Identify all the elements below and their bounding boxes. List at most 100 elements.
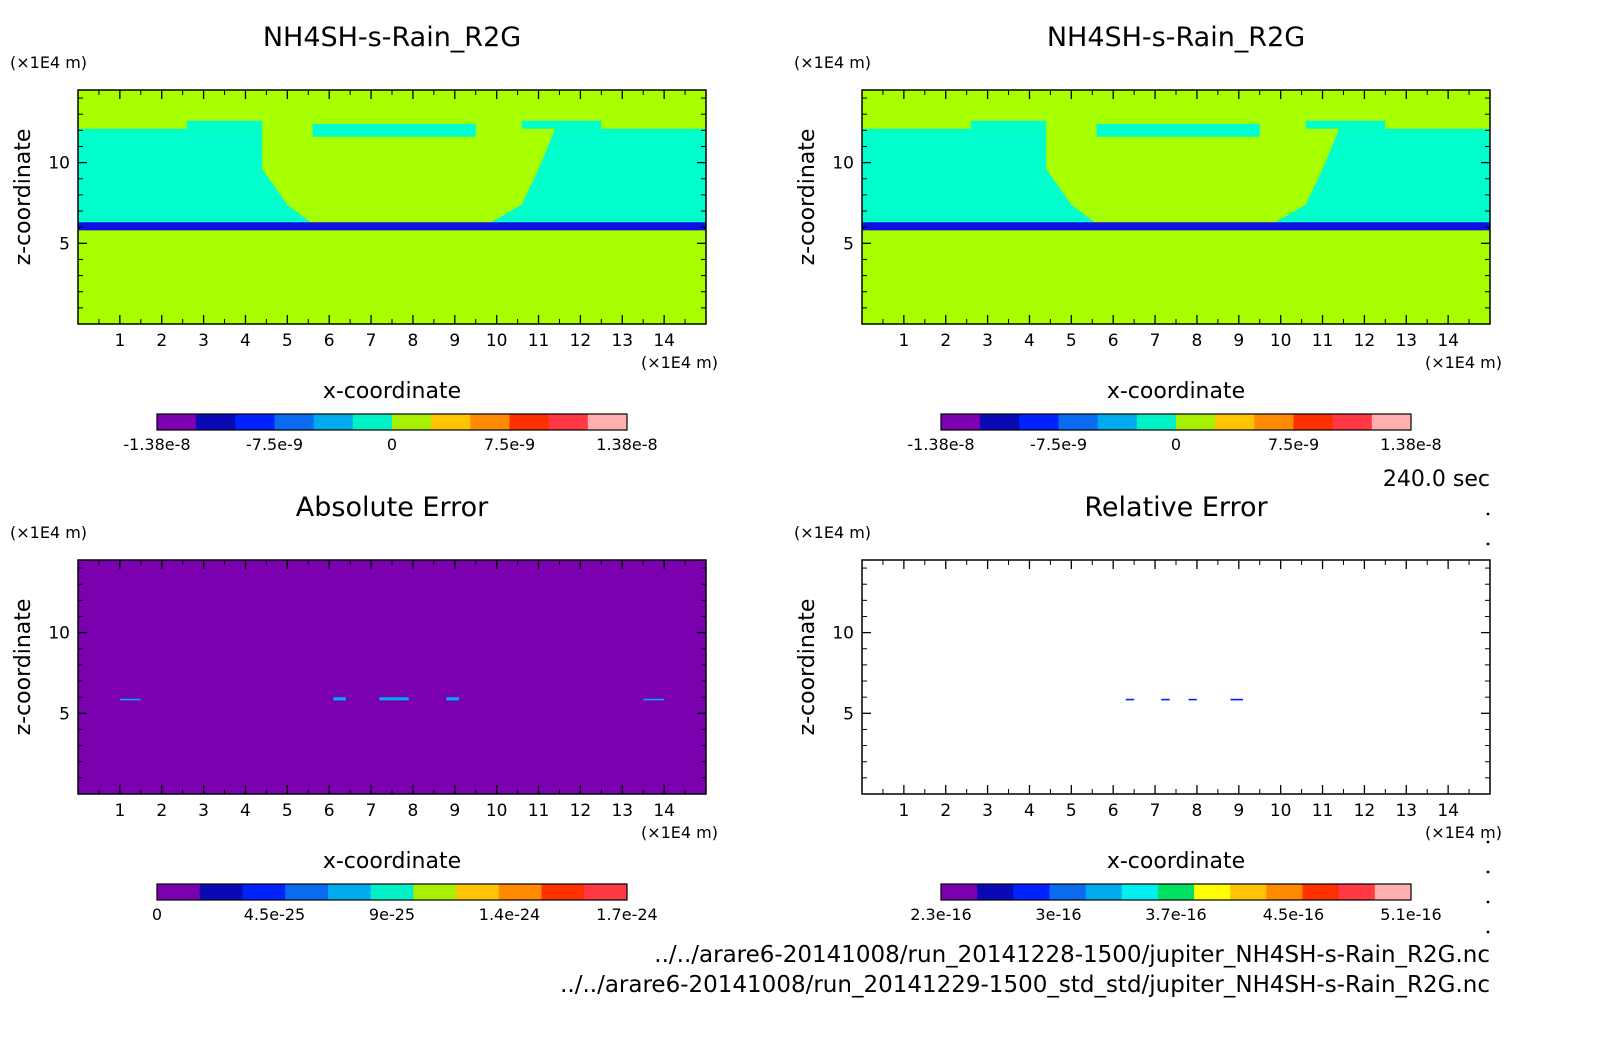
x-tick-label: 11 bbox=[528, 331, 550, 351]
x-tick-label: 9 bbox=[1233, 801, 1244, 821]
colorbar-swatch bbox=[199, 884, 243, 900]
colorbar-swatch bbox=[1338, 884, 1376, 900]
y-tick-label: 5 bbox=[59, 704, 70, 724]
colorbar-swatch bbox=[242, 884, 286, 900]
colorbar-swatch bbox=[509, 414, 550, 430]
colorbar-swatch bbox=[980, 414, 1020, 430]
colorbar-tick-label: 1.7e-24 bbox=[596, 905, 657, 924]
y-unit-label: (×1E4 m) bbox=[10, 53, 87, 72]
x-tick-label: 9 bbox=[1233, 331, 1244, 351]
colorbar-swatch bbox=[584, 884, 628, 900]
margin-dot bbox=[1486, 900, 1490, 904]
colorbar-tick-label: 4.5e-25 bbox=[244, 905, 305, 924]
x-tick-label: 6 bbox=[1108, 801, 1119, 821]
y-tick-label: 5 bbox=[59, 234, 70, 254]
field-region bbox=[643, 698, 665, 701]
y-axis-label: z-coordinate bbox=[795, 599, 820, 736]
colorbar-swatch bbox=[392, 414, 432, 430]
field-region bbox=[862, 128, 1490, 224]
colorbar-swatch bbox=[274, 414, 315, 430]
x-tick-label: 5 bbox=[282, 801, 293, 821]
x-tick-label: 2 bbox=[940, 801, 951, 821]
y-axis-label: z-coordinate bbox=[11, 129, 36, 266]
colorbar-swatch bbox=[413, 884, 457, 900]
field-region bbox=[1305, 120, 1386, 129]
field-layer bbox=[78, 560, 706, 794]
x-tick-label: 3 bbox=[198, 801, 209, 821]
colorbar-swatch bbox=[1136, 414, 1177, 430]
colorbar-tick-label: 7.5e-9 bbox=[484, 435, 535, 454]
x-tick-label: 3 bbox=[982, 331, 993, 351]
panel-title: Relative Error bbox=[1084, 492, 1268, 523]
field-region bbox=[333, 697, 346, 701]
field-region bbox=[186, 120, 263, 129]
colorbar-tick-label: 0 bbox=[1171, 435, 1181, 454]
y-tick-label: 10 bbox=[832, 154, 854, 174]
x-tick-label: 12 bbox=[570, 801, 592, 821]
x-tick-label: 10 bbox=[1270, 331, 1292, 351]
colorbar-swatch bbox=[285, 884, 329, 900]
colorbar-tick-label: 1.4e-24 bbox=[479, 905, 540, 924]
x-tick-label: 6 bbox=[324, 331, 335, 351]
colorbar-swatch bbox=[431, 414, 471, 430]
margin-dot bbox=[1486, 512, 1490, 516]
colorbar-swatch bbox=[157, 414, 197, 430]
field-region bbox=[1161, 698, 1170, 701]
x-tick-label: 13 bbox=[611, 331, 633, 351]
x-tick-label: 13 bbox=[1395, 801, 1417, 821]
y-unit-label: (×1E4 m) bbox=[794, 523, 871, 542]
x-tick-label: 10 bbox=[486, 801, 508, 821]
colorbar-swatch bbox=[470, 414, 510, 430]
colorbar-swatch bbox=[456, 884, 500, 900]
x-tick-label: 6 bbox=[324, 801, 335, 821]
field-background bbox=[862, 560, 1490, 794]
field-region bbox=[379, 697, 409, 701]
time-label: 240.0 sec bbox=[1383, 467, 1490, 492]
x-tick-label: 1 bbox=[898, 801, 909, 821]
x-tick-label: 2 bbox=[156, 801, 167, 821]
panel-3: Absolute Error(×1E4 m)1 2 3 4 5 6 7 8 9 10 11 12 13 1… bbox=[10, 492, 718, 924]
colorbar-swatch bbox=[1121, 884, 1159, 900]
colorbar-swatch bbox=[1215, 414, 1255, 430]
colorbar-swatch bbox=[235, 414, 275, 430]
x-unit-label: (×1E4 m) bbox=[641, 353, 718, 372]
x-tick-label: 5 bbox=[1066, 331, 1077, 351]
panel-title: NH4SH-s-Rain_R2G bbox=[1047, 22, 1305, 53]
x-axis-label: x-coordinate bbox=[1107, 849, 1245, 874]
field-region bbox=[78, 222, 706, 231]
x-tick-label: 3 bbox=[982, 801, 993, 821]
colorbar-swatch bbox=[1266, 884, 1304, 900]
colorbar-swatch bbox=[1371, 414, 1412, 430]
x-tick-label: 1 bbox=[114, 801, 125, 821]
colorbar-swatch bbox=[541, 884, 585, 900]
margin-dot bbox=[1486, 870, 1490, 874]
colorbar-tick-label: 3e-16 bbox=[1035, 905, 1081, 924]
x-axis-label: x-coordinate bbox=[323, 849, 461, 874]
field-region bbox=[1125, 698, 1135, 701]
colorbar-tick-label: -1.38e-8 bbox=[907, 435, 974, 454]
colorbar-swatch bbox=[1176, 414, 1216, 430]
field-region bbox=[446, 697, 459, 701]
colorbar-frame bbox=[940, 883, 1412, 901]
x-tick-label: 9 bbox=[449, 801, 460, 821]
x-tick-label: 4 bbox=[1024, 801, 1035, 821]
x-tick-label: 12 bbox=[570, 331, 592, 351]
margin-dot bbox=[1486, 542, 1490, 546]
colorbar-swatch bbox=[941, 414, 981, 430]
x-tick-label: 4 bbox=[240, 801, 251, 821]
colorbar-tick-label: 0 bbox=[152, 905, 162, 924]
x-tick-label: 14 bbox=[653, 331, 675, 351]
colorbar-swatch bbox=[548, 414, 589, 430]
x-tick-label: 14 bbox=[1437, 331, 1459, 351]
field-region bbox=[1096, 123, 1260, 137]
field-region bbox=[1230, 698, 1243, 701]
margin-dot bbox=[1486, 930, 1490, 934]
field-region bbox=[312, 123, 476, 137]
x-unit-label: (×1E4 m) bbox=[1425, 823, 1502, 842]
colorbar-tick-label: 2.3e-16 bbox=[910, 905, 971, 924]
colorbar-swatch bbox=[941, 884, 978, 900]
x-tick-label: 12 bbox=[1354, 801, 1376, 821]
x-tick-label: 7 bbox=[1150, 331, 1161, 351]
colorbar-tick-label: 9e-25 bbox=[369, 905, 415, 924]
